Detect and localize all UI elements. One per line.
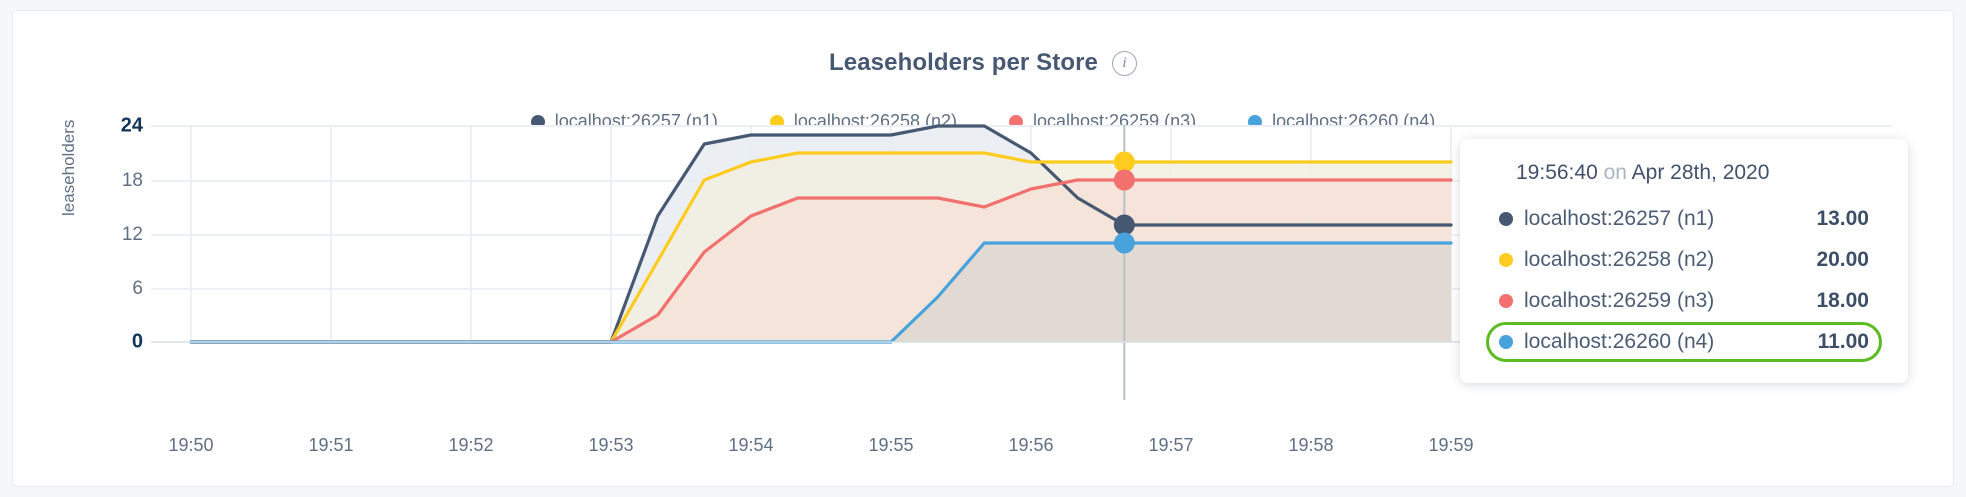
- hover-tooltip: 19:56:40 on Apr 28th, 2020 localhost:262…: [1460, 139, 1908, 383]
- info-icon[interactable]: i: [1111, 50, 1137, 76]
- chart-card: Leaseholders per Store i localhost:26257…: [12, 10, 1954, 487]
- x-tick-label: 19:51: [308, 435, 354, 455]
- chart-header: Leaseholders per Store i: [13, 49, 1953, 77]
- y-axis-ticks: 24 18 12 6 0: [73, 11, 143, 486]
- tooltip-series-value: 18.00: [1816, 289, 1869, 312]
- series-color-dot: [1499, 335, 1513, 349]
- tooltip-date: Apr 28th, 2020: [1631, 161, 1770, 184]
- page-title: Leaseholders per Store: [829, 49, 1098, 76]
- tooltip-series-value: 11.00: [1817, 330, 1869, 353]
- y-tick-label: 0: [131, 330, 143, 353]
- x-tick-label: 19:54: [728, 435, 774, 455]
- y-tick-label: 6: [132, 278, 143, 299]
- tooltip-series-label: localhost:26260 (n4): [1524, 330, 1715, 353]
- x-tick-label: 19:59: [1428, 435, 1474, 455]
- y-tick-label: 12: [121, 224, 143, 245]
- tooltip-series-label: localhost:26257 (n1): [1524, 207, 1715, 230]
- tooltip-series-value: 13.00: [1816, 207, 1869, 230]
- x-tick-label: 19:50: [168, 435, 214, 455]
- series-color-dot: [1499, 253, 1513, 267]
- x-tick-label: 19:52: [448, 435, 494, 455]
- x-tick-label: 19:58: [1288, 435, 1334, 455]
- x-tick-label: 19:55: [868, 435, 914, 455]
- tooltip-row[interactable]: localhost:26258 (n2) 20.00: [1486, 240, 1882, 280]
- tooltip-series-label: localhost:26259 (n3): [1524, 289, 1715, 312]
- tooltip-series-label: localhost:26258 (n2): [1524, 248, 1715, 271]
- series-color-dot: [1499, 212, 1513, 226]
- x-tick-label: 19:56: [1008, 435, 1054, 455]
- tooltip-timestamp: 19:56:40 on Apr 28th, 2020: [1486, 161, 1882, 185]
- tooltip-time: 19:56:40: [1516, 161, 1598, 184]
- tooltip-on-word: on: [1603, 161, 1627, 184]
- x-tick-label: 19:53: [588, 435, 634, 455]
- tooltip-row[interactable]: localhost:26260 (n4) 11.00: [1486, 322, 1882, 362]
- tooltip-rows: localhost:26257 (n1) 13.00 localhost:26258…: [1486, 199, 1882, 362]
- tooltip-series-value: 20.00: [1816, 248, 1869, 271]
- y-tick-label: 18: [121, 170, 143, 191]
- x-tick-label: 19:57: [1148, 435, 1194, 455]
- tooltip-row[interactable]: localhost:26259 (n3) 18.00: [1486, 281, 1882, 321]
- y-tick-label: 24: [120, 114, 143, 137]
- tooltip-row[interactable]: localhost:26257 (n1) 13.00: [1486, 199, 1882, 239]
- series-color-dot: [1499, 294, 1513, 308]
